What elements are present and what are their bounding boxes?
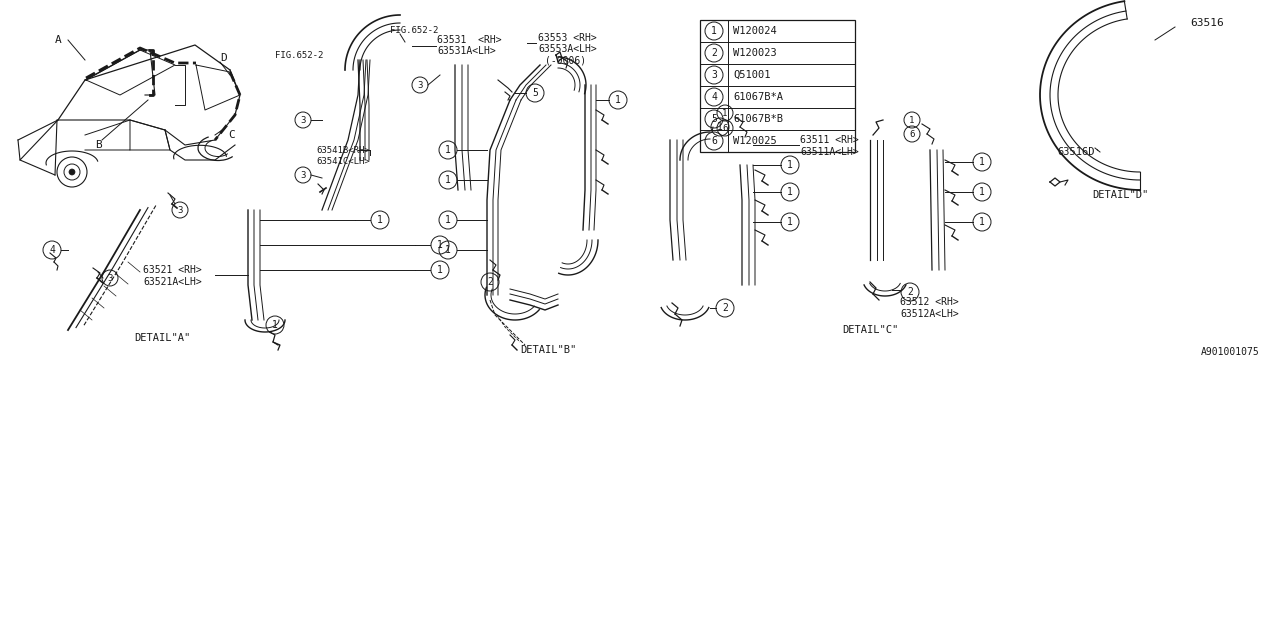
Text: 4: 4 [712,92,717,102]
Text: 3: 3 [178,205,183,214]
Text: 4: 4 [49,245,55,255]
Text: 1: 1 [979,217,984,227]
Text: A901001075: A901001075 [1201,347,1260,357]
Text: 2: 2 [712,48,717,58]
Text: C: C [228,130,234,140]
Text: 3: 3 [417,81,422,90]
Text: 63511 <RH>: 63511 <RH> [800,135,859,145]
Text: 63516: 63516 [1190,18,1224,28]
Text: 63521 <RH>: 63521 <RH> [143,265,202,275]
Text: 1: 1 [436,265,443,275]
Text: 63531A<LH>: 63531A<LH> [436,46,495,56]
Text: 63553 <RH>: 63553 <RH> [538,33,596,43]
Text: 1: 1 [787,217,792,227]
Text: 63511A<LH>: 63511A<LH> [800,147,859,157]
Text: 1: 1 [909,115,915,125]
Text: 1: 1 [979,187,984,197]
Text: FIG.652-2: FIG.652-2 [390,26,438,35]
Text: W120025: W120025 [733,136,777,146]
Text: 1: 1 [445,245,451,255]
Text: 1: 1 [979,157,984,167]
Text: 63516D: 63516D [1057,147,1094,157]
Text: Q51001: Q51001 [733,70,771,80]
Text: 61067B*A: 61067B*A [733,92,783,102]
Text: 1: 1 [616,95,621,105]
Text: DETAIL"B": DETAIL"B" [520,345,576,355]
Text: DETAIL"D": DETAIL"D" [1092,190,1148,200]
Text: 63512A<LH>: 63512A<LH> [900,309,959,319]
Text: A: A [55,35,61,45]
Text: 63531  <RH>: 63531 <RH> [436,35,502,45]
Text: 3: 3 [301,170,306,179]
Bar [700,20,855,152]
Text: 6: 6 [722,124,728,132]
Text: 2: 2 [488,277,493,287]
Text: 1: 1 [378,215,383,225]
Text: 1: 1 [712,26,717,36]
Text: W120023: W120023 [733,48,777,58]
Text: 61067B*B: 61067B*B [733,114,783,124]
Text: 1: 1 [445,215,451,225]
Text: 3: 3 [108,273,113,282]
Text: 1: 1 [717,122,723,132]
Text: W120024: W120024 [733,26,777,36]
Text: 63553A<LH>: 63553A<LH> [538,44,596,54]
Text: 5: 5 [532,88,538,98]
Text: (-0006): (-0006) [545,55,586,65]
Text: D: D [220,53,227,63]
Text: 63512 <RH>: 63512 <RH> [900,297,959,307]
Text: 1: 1 [445,145,451,155]
Text: 6: 6 [712,136,717,146]
Text: 2: 2 [908,287,913,297]
Text: 1: 1 [273,320,278,330]
Text: 1: 1 [722,109,728,118]
Text: 63521A<LH>: 63521A<LH> [143,277,202,287]
Text: 3: 3 [301,115,306,125]
Text: 6: 6 [909,129,915,138]
Text: DETAIL"C": DETAIL"C" [842,325,899,335]
Text: 2: 2 [722,303,728,313]
Text: 3: 3 [712,70,717,80]
Text: B: B [95,140,101,150]
Text: DETAIL"A": DETAIL"A" [134,333,191,343]
Text: 1: 1 [787,160,792,170]
Text: 1: 1 [445,175,451,185]
Text: 1: 1 [436,240,443,250]
Text: FIG.652-2: FIG.652-2 [275,51,324,60]
Text: 5: 5 [712,114,717,124]
Text: 63541B<RH>: 63541B<RH> [316,145,370,154]
Text: 1: 1 [787,187,792,197]
Text: 63541C<LH>: 63541C<LH> [316,157,370,166]
Circle shape [69,169,76,175]
